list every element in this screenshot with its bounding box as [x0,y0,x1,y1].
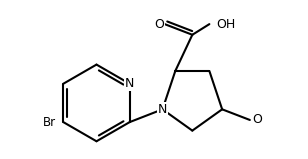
Text: Br: Br [43,116,56,129]
Text: N: N [158,103,167,116]
Text: O: O [154,18,164,31]
Text: O: O [252,114,262,126]
Text: N: N [125,77,134,90]
Text: OH: OH [217,18,236,31]
